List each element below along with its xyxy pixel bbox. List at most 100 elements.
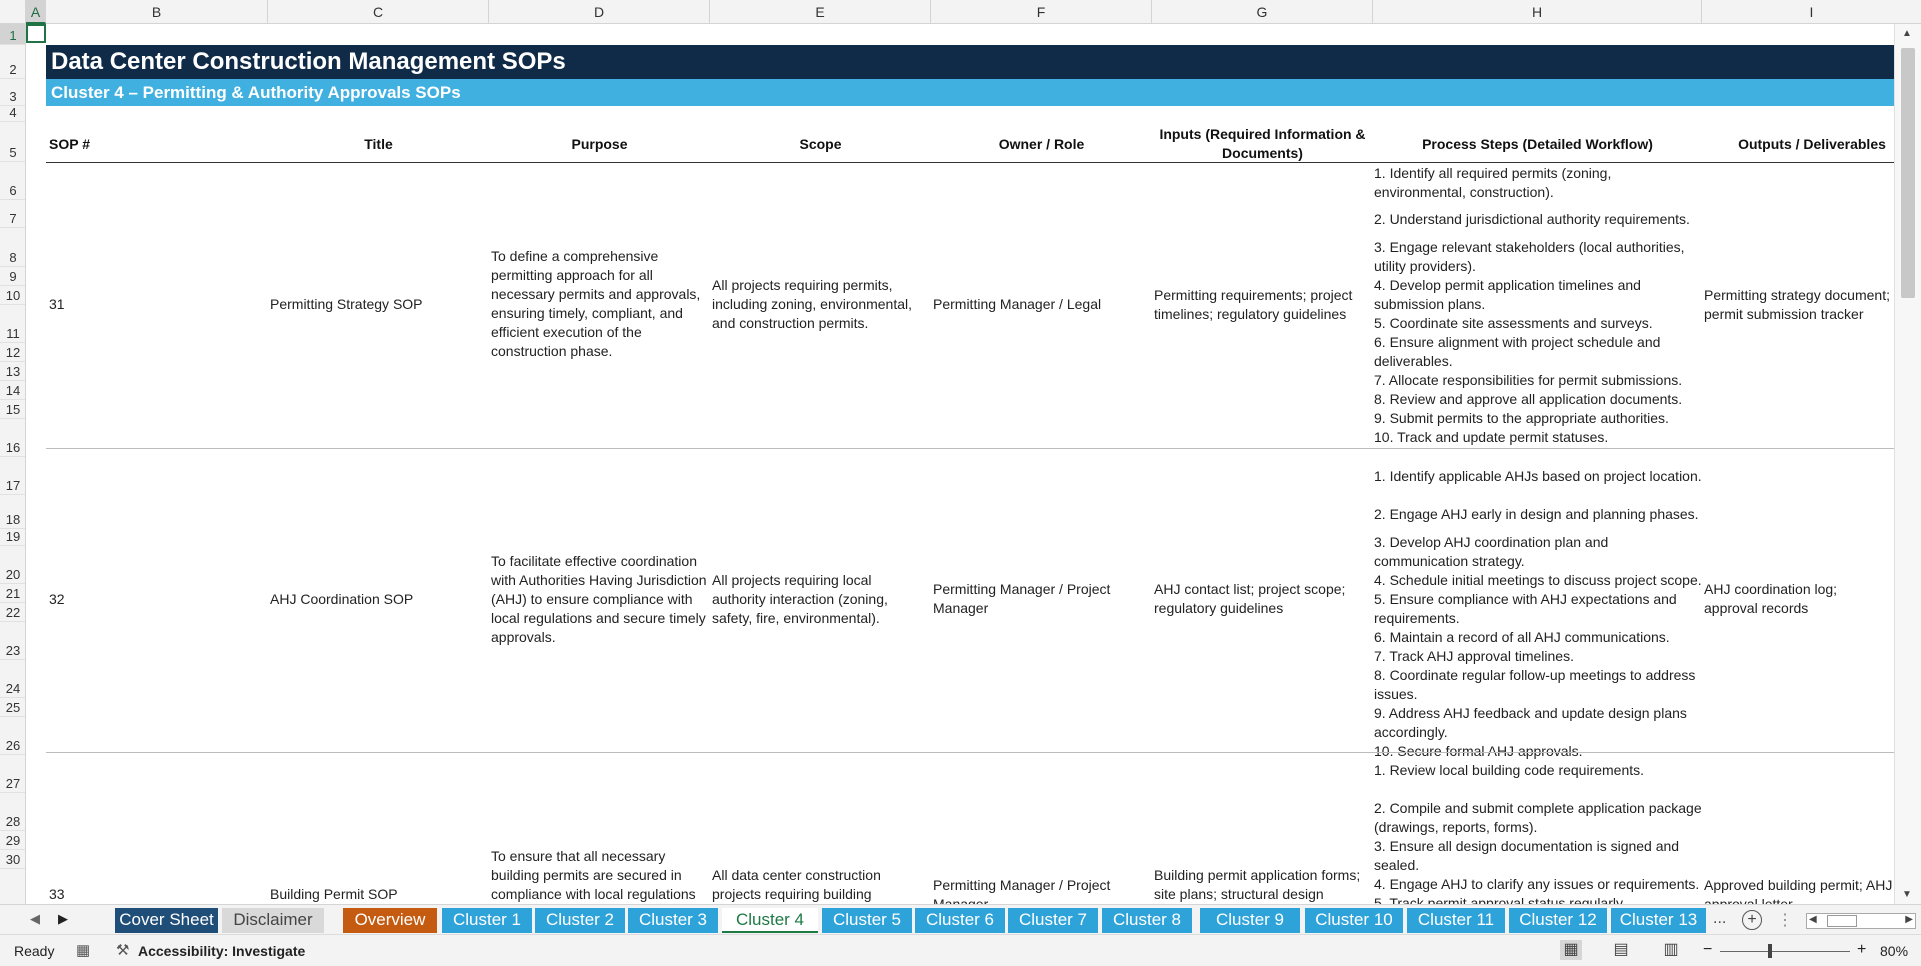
zoom-out-button[interactable]: − xyxy=(1703,941,1713,958)
select-all-corner[interactable] xyxy=(0,0,26,24)
process-step-line[interactable]: 2. Compile and submit complete applicati… xyxy=(1374,800,1702,835)
sheet-tab[interactable]: Cluster 10 xyxy=(1305,908,1403,933)
process-step-line[interactable]: 2. Engage AHJ early in design and planni… xyxy=(1374,506,1699,522)
purpose-cell[interactable]: To ensure that all necessary building pe… xyxy=(491,848,696,902)
process-step-line[interactable]: 6. Ensure alignment with project schedul… xyxy=(1374,334,1661,369)
more-tabs-icon[interactable]: ... xyxy=(1713,910,1727,927)
row-header[interactable]: 11 xyxy=(0,305,25,343)
process-step-line[interactable]: 6. Maintain a record of all AHJ communic… xyxy=(1374,629,1670,645)
sheet-tab[interactable]: Cluster 4 xyxy=(722,908,818,933)
row-header[interactable]: 18 xyxy=(0,495,25,529)
row-header[interactable]: 14 xyxy=(0,381,25,400)
scope-cell[interactable]: All projects requiring permits, includin… xyxy=(712,277,913,331)
row-header[interactable]: 24 xyxy=(0,660,25,698)
accessibility-status[interactable]: Accessibility: Investigate xyxy=(138,943,306,959)
zoom-slider-thumb[interactable] xyxy=(1768,944,1772,958)
process-step-line[interactable]: 3. Engage relevant stakeholders (local a… xyxy=(1374,239,1685,274)
purpose-cell[interactable]: To define a comprehensive permitting app… xyxy=(491,248,701,359)
active-cell-a1[interactable] xyxy=(26,24,46,43)
row-header[interactable]: 13 xyxy=(0,362,25,381)
tab-scroll-left-icon[interactable]: ◀ xyxy=(30,911,40,926)
vertical-scrollbar[interactable]: ▲ ▼ xyxy=(1894,24,1921,904)
sheet-tab[interactable]: Cluster 2 xyxy=(535,908,625,933)
column-header-h[interactable]: H xyxy=(1373,0,1702,24)
row-header[interactable]: 27 xyxy=(0,755,25,793)
row-header[interactable]: 6 xyxy=(0,162,25,200)
sop-number-cell[interactable]: 31 xyxy=(49,296,65,312)
macro-record-icon[interactable]: ▦ xyxy=(76,942,91,959)
process-step-line[interactable]: 4. Engage AHJ to clarify any issues or r… xyxy=(1374,876,1700,892)
process-step-line[interactable]: 5. Coordinate site assessments and surve… xyxy=(1374,315,1653,331)
page-layout-view-icon[interactable]: ▤ xyxy=(1613,941,1629,958)
zoom-in-button[interactable]: + xyxy=(1857,941,1867,958)
row-header[interactable]: 2 xyxy=(0,45,25,79)
owner-cell[interactable]: Permitting Manager / Legal xyxy=(933,296,1102,312)
column-header-i[interactable]: I xyxy=(1809,4,1814,20)
owner-cell[interactable]: Permitting Manager / Project Manager xyxy=(933,581,1111,616)
sheet-tab[interactable]: Cluster 3 xyxy=(628,908,718,933)
row-header[interactable]: 12 xyxy=(0,343,25,362)
row-header[interactable]: 4 xyxy=(0,105,25,122)
process-step-line[interactable]: 5. Track permit approval status regularl… xyxy=(1374,895,1626,904)
scroll-thumb[interactable] xyxy=(1901,48,1915,298)
horizontal-scroll-thumb[interactable] xyxy=(1827,915,1857,927)
title-cell[interactable]: Permitting Strategy SOP xyxy=(270,296,423,312)
scroll-left-icon[interactable]: ◀ xyxy=(1809,914,1817,925)
column-header-g[interactable]: G xyxy=(1152,0,1373,24)
column-header-f[interactable]: F xyxy=(931,0,1152,24)
zoom-level[interactable]: 80% xyxy=(1880,943,1909,959)
sheet-tab[interactable]: Cluster 5 xyxy=(822,908,912,933)
process-step-line[interactable]: 1. Identify applicable AHJs based on pro… xyxy=(1374,468,1702,484)
inputs-cell[interactable]: Permitting requirements; project timelin… xyxy=(1154,287,1353,322)
sheet-tab[interactable]: Disclaimer xyxy=(222,908,324,933)
sheet-tab[interactable]: Cluster 8 xyxy=(1102,908,1192,933)
process-step-line[interactable]: 5. Ensure compliance with AHJ expectatio… xyxy=(1374,591,1677,626)
process-step-line[interactable]: 3. Ensure all design documentation is si… xyxy=(1374,838,1680,873)
owner-cell[interactable]: Permitting Manager / Project Manager xyxy=(933,877,1111,904)
sheet-tab[interactable]: Cluster 7 xyxy=(1008,908,1098,933)
accessibility-icon[interactable]: ⚒ xyxy=(116,942,130,959)
worksheet-grid[interactable]: Data Center Construction Management SOPs… xyxy=(26,24,1894,904)
zoom-slider-track[interactable] xyxy=(1720,951,1850,952)
sheet-tab[interactable]: Cluster 6 xyxy=(915,908,1005,933)
row-header[interactable]: 16 xyxy=(0,419,25,457)
row-header[interactable]: 8 xyxy=(0,228,25,267)
scope-cell[interactable]: All data center construction projects re… xyxy=(712,867,881,902)
sop-number-cell[interactable]: 32 xyxy=(49,591,65,607)
column-header-b[interactable]: B xyxy=(46,0,268,24)
row-header[interactable]: 23 xyxy=(0,622,25,660)
row-header[interactable]: 29 xyxy=(0,831,25,850)
row-header[interactable]: 28 xyxy=(0,793,25,831)
row-header[interactable]: 5 xyxy=(0,122,25,162)
process-step-line[interactable]: 1. Review local building code requiremen… xyxy=(1374,762,1645,778)
row-header[interactable]: 1 xyxy=(0,24,25,45)
row-header[interactable]: 30 xyxy=(0,850,25,869)
sheet-tab[interactable]: Cover Sheet xyxy=(115,908,218,933)
process-step-line[interactable]: 8. Review and approve all application do… xyxy=(1374,391,1683,407)
row-header[interactable]: 19 xyxy=(0,529,25,546)
process-step-line[interactable]: 3. Develop AHJ coordination plan and com… xyxy=(1374,534,1609,569)
process-step-line[interactable]: 4. Schedule initial meetings to discuss … xyxy=(1374,572,1702,588)
row-header[interactable]: 26 xyxy=(0,717,25,755)
scope-cell[interactable]: All projects requiring local authority i… xyxy=(712,572,888,626)
process-step-line[interactable]: 4. Develop permit application timelines … xyxy=(1374,277,1641,312)
title-cell[interactable]: Building Permit SOP xyxy=(270,886,398,902)
sheet-tab[interactable]: Cluster 12 xyxy=(1509,908,1607,933)
row-header[interactable]: 20 xyxy=(0,546,25,584)
process-step-line[interactable]: 9. Submit permits to the appropriate aut… xyxy=(1374,410,1669,426)
title-cell[interactable]: AHJ Coordination SOP xyxy=(270,591,414,607)
process-step-line[interactable]: 10. Secure formal AHJ approvals. xyxy=(1374,743,1583,759)
process-step-line[interactable]: 8. Coordinate regular follow-up meetings… xyxy=(1374,667,1696,702)
outputs-cell[interactable]: AHJ coordination log; approval records xyxy=(1704,581,1838,616)
column-header-d[interactable]: D xyxy=(489,0,710,24)
tab-scroll-right-icon[interactable]: ▶ xyxy=(58,911,68,926)
add-sheet-icon[interactable]: + xyxy=(1742,910,1762,930)
purpose-cell[interactable]: To facilitate effective coordination wit… xyxy=(491,553,707,645)
page-break-preview-icon[interactable]: ▥ xyxy=(1663,941,1679,958)
column-header-c[interactable]: C xyxy=(268,0,489,24)
inputs-cell[interactable]: AHJ contact list; project scope; regulat… xyxy=(1154,581,1346,616)
sheet-tab[interactable]: Cluster 13 xyxy=(1611,908,1706,933)
scroll-up-icon[interactable]: ▲ xyxy=(1902,28,1912,39)
row-header[interactable]: 10 xyxy=(0,286,25,305)
sheet-tab[interactable]: Cluster 11 xyxy=(1407,908,1505,933)
